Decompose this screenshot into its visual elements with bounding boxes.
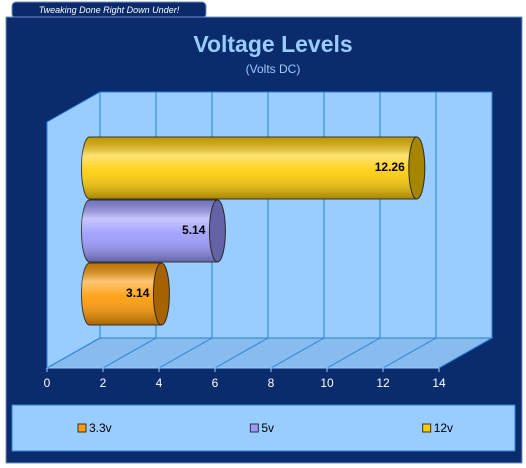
x-tick-label: 4 [156,376,163,390]
floor-grid-line [438,337,493,369]
value-label: 5.14 [182,223,206,237]
x-tick-label: 2 [100,376,107,390]
floor-grid-line [214,337,269,369]
bar-end-shade [209,200,226,262]
floor-grid-line [46,337,101,369]
plot: 0 2 4 6 8 10 12 14 3.14 5.14 12.26 [44,92,493,390]
legend-label: 5v [261,421,274,435]
value-label: 3.14 [126,286,150,300]
bar-end [208,199,226,263]
bar-end [408,136,426,200]
banner-text: Tweaking Done Right Down Under! [39,5,180,15]
bar-end-shade [153,263,170,325]
floor-grid-line [158,337,213,369]
floor-grid-line [382,337,437,369]
bar-shade [89,263,162,325]
floor [45,337,494,369]
x-tick-label: 14 [432,376,446,390]
bar-end [152,262,170,326]
floor-grid-line [326,337,381,369]
chart-subtitle: (Volts DC) [246,62,301,76]
x-tick-label: 6 [212,376,219,390]
x-tick-label: 10 [320,376,334,390]
floor-grid-line [102,337,157,369]
bar-end-shade [408,137,425,199]
legend-swatch [422,423,432,433]
legend-swatch [77,423,87,433]
value-label: 12.26 [375,160,405,174]
x-tick-label: 8 [268,376,275,390]
chart-title: Voltage Levels [193,31,352,57]
legend-label: 12v [434,421,453,435]
legend-label: 3.3v [89,421,112,435]
x-tick-label: 12 [376,376,390,390]
floor-grid-line [270,337,325,369]
bar-shade [89,137,417,199]
x-tick-label: 0 [44,376,51,390]
legend-swatch [249,423,259,433]
bar-shade [89,200,218,262]
